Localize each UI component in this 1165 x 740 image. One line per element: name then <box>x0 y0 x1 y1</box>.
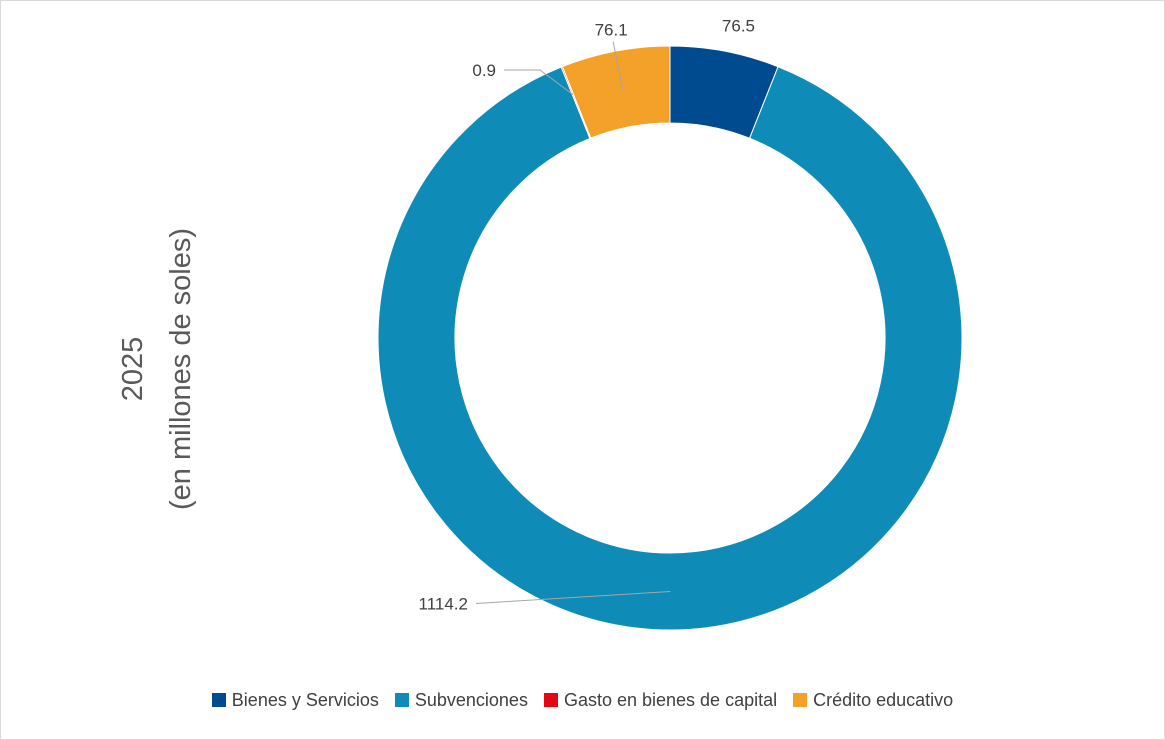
y-axis-title-line1: 2025 <box>117 337 149 402</box>
donut-slices <box>377 45 963 631</box>
leader-lines <box>475 41 671 604</box>
leader-line-credito-educativo <box>612 41 623 90</box>
legend-label-credito-educativo: Crédito educativo <box>813 689 954 710</box>
legend-swatch-subvenciones <box>394 693 409 707</box>
slice-credito-educativo <box>561 45 671 139</box>
legend: Bienes y Servicios Subvenciones Gasto en b… <box>0 684 1165 716</box>
legend-swatch-gasto-en-bienes-de-capital <box>543 693 558 707</box>
legend-item-gasto-en-bienes-de-capital: Gasto en bienes de capital <box>543 689 778 711</box>
data-labels: 76.5 1114.2 0.9 76.1 <box>419 17 756 614</box>
leader-line-subvenciones <box>475 591 671 604</box>
slice-subvenciones <box>377 66 963 631</box>
legend-label-bienes-y-servicios: Bienes y Servicios <box>231 689 379 710</box>
leader-line-gasto-en-bienes-de-capital <box>504 69 574 96</box>
y-axis-title: 2025 (en millones de soles) <box>117 228 197 510</box>
data-label-bienes-y-servicios: 76.5 <box>722 17 755 36</box>
legend-swatch-credito-educativo <box>793 693 808 707</box>
data-label-credito-educativo: 76.1 <box>595 21 628 40</box>
legend-label-gasto-en-bienes-de-capital: Gasto en bienes de capital <box>563 689 778 710</box>
data-label-gasto-en-bienes-de-capital: 0.9 <box>472 61 496 80</box>
y-axis-title-line2: (en millones de soles) <box>165 228 197 510</box>
data-label-subvenciones: 1114.2 <box>419 594 468 613</box>
legend-label-subvenciones: Subvenciones <box>414 689 528 710</box>
legend-swatch-bienes-y-servicios <box>211 693 226 707</box>
legend-item-bienes-y-servicios: Bienes y Servicios <box>211 689 379 711</box>
legend-item-subvenciones: Subvenciones <box>394 689 528 711</box>
legend-item-credito-educativo: Crédito educativo <box>793 690 953 711</box>
